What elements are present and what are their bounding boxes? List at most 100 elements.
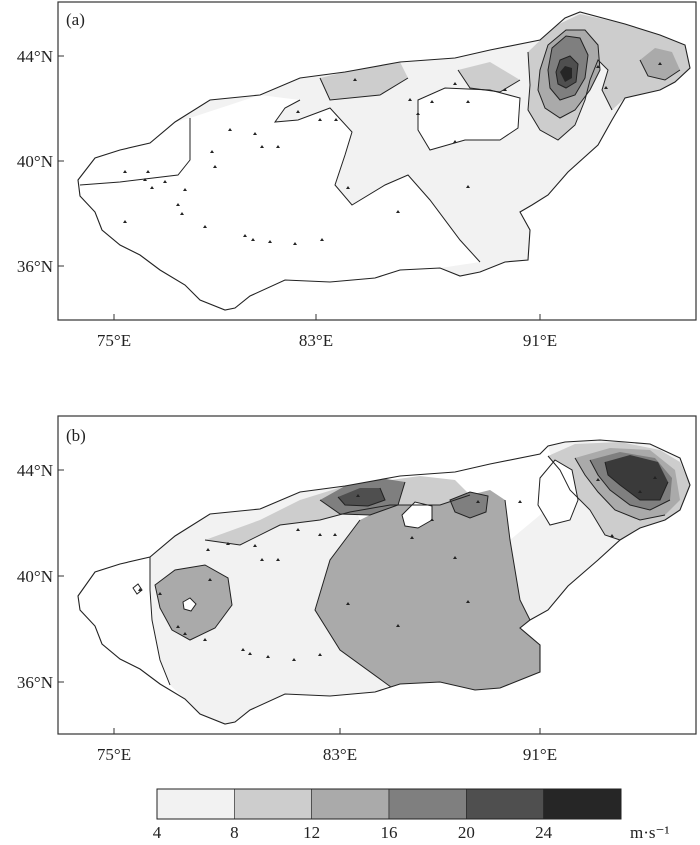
station-marker [346,186,350,189]
panel-b-region-12-16-center [315,490,540,690]
panel-a-lat-axis: 44°N 40°N 36°N [17,47,64,276]
station-marker [292,658,296,661]
panel-a-region-ne-24-plus [560,66,572,82]
colorbar-legend: 4 8 12 16 20 24 m·s⁻¹ [153,788,670,842]
legend-tick-label: 16 [380,823,397,842]
station-marker [466,100,470,103]
station-marker [146,170,150,173]
station-marker [466,600,470,603]
legend-swatch [388,788,467,820]
station-marker [396,210,400,213]
station-marker [638,490,642,493]
station-marker [150,186,154,189]
station-marker [226,542,230,545]
station-marker [228,128,232,131]
lat-tick-label: 40°N [17,567,53,586]
legend-tick-label: 8 [230,823,239,842]
station-marker [466,185,470,188]
panel-b-region-north-white [402,502,432,528]
station-marker [346,602,350,605]
panel-a-region-8-12-north [320,62,408,100]
lon-tick-label: 75°E [97,331,131,350]
panel-a-region-east-white [418,88,520,150]
station-marker [253,544,257,547]
lon-tick-label: 83°E [323,745,357,764]
panel-b-lat-axis: 44°N 40°N 36°N [17,461,64,692]
station-marker [453,140,457,143]
station-marker [318,118,322,121]
panel-b-region-ne-20-24 [605,455,668,500]
legend-tick-label: 24 [535,823,553,842]
station-marker [260,145,264,148]
lon-tick-label: 91°E [523,745,557,764]
panel-b-contour-lines [132,455,671,691]
panel-a-lon-axis: 75°E 83°E 91°E [97,314,557,350]
station-marker [180,212,184,215]
station-marker [163,180,167,183]
station-marker [206,548,210,551]
lat-tick-label: 44°N [17,47,53,66]
lat-tick-label: 44°N [17,461,53,480]
panel-a-region-lowest [78,118,190,182]
panel-a-stations [123,62,662,245]
station-marker [396,624,400,627]
lon-tick-label: 83°E [299,331,333,350]
station-marker [296,110,300,113]
station-marker [410,536,414,539]
station-marker [208,578,212,581]
panel-b-region-4-8-west [150,486,395,724]
station-marker [408,98,412,101]
station-marker [123,170,127,173]
station-marker [518,500,522,503]
panel-a-boundary [77,11,691,311]
lat-tick-label: 36°N [17,257,53,276]
station-marker [138,588,142,591]
lon-tick-label: 75°E [97,745,131,764]
station-marker [143,178,147,181]
panel-b-label: (b) [66,426,86,445]
station-marker [653,476,657,479]
station-marker [260,558,264,561]
station-marker [266,655,270,658]
legend-swatches [156,788,622,820]
station-marker [203,638,207,641]
legend-tick-label: 12 [303,823,320,842]
station-marker [596,65,600,68]
station-marker [604,86,608,89]
panel-b-boundary [77,439,691,725]
panel-a-label: (a) [66,10,85,29]
station-marker [356,494,360,497]
panel-b-region-north-dark2 [338,488,385,506]
panel-b-lon-axis: 75°E 83°E 91°E [97,728,557,764]
station-marker [123,220,127,223]
station-marker [296,528,300,531]
station-marker [334,118,338,121]
legend-swatch [156,788,235,820]
panel-b-stations [138,476,657,661]
panel-a: (a) [17,1,697,350]
station-marker [213,165,217,168]
station-marker [276,145,280,148]
lat-tick-label: 36°N [17,673,53,692]
station-marker [453,556,457,559]
station-marker [210,150,214,153]
panel-b-region-ne-white [538,460,578,525]
station-marker [318,653,322,656]
station-marker [158,592,162,595]
station-marker [416,112,420,115]
station-marker [203,225,207,228]
station-marker [453,82,457,85]
panel-a-region-8-12-mid [458,62,520,92]
station-marker [176,625,180,628]
station-marker [503,88,507,91]
station-marker [251,238,255,241]
station-marker [658,62,662,65]
station-marker [183,188,187,191]
station-marker [293,242,297,245]
legend-tick-label: 20 [458,823,475,842]
legend-swatch [543,788,622,820]
station-marker [268,240,272,243]
station-marker [430,100,434,103]
lat-tick-label: 40°N [17,152,53,171]
station-marker [176,203,180,206]
